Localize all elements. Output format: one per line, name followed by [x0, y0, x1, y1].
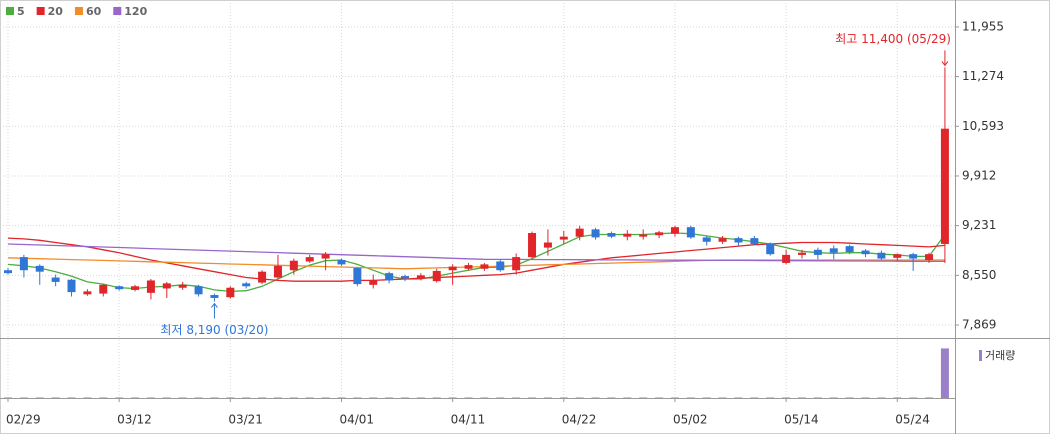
legend-label: 20	[48, 5, 64, 18]
candle-body	[766, 243, 775, 255]
x-tick-label: 05/24	[895, 413, 930, 427]
candle-body	[496, 261, 505, 271]
candle-body	[385, 273, 394, 281]
candle-body	[464, 265, 473, 269]
legend-swatch	[113, 7, 122, 15]
y-tick-label: 9,912	[962, 168, 996, 182]
candle-body	[909, 254, 918, 259]
candle-body	[686, 227, 695, 238]
candle-body	[67, 279, 76, 293]
candle-body	[702, 237, 711, 242]
candle-body	[432, 270, 441, 282]
x-tick-label: 03/12	[117, 413, 152, 427]
y-tick-label: 11,274	[962, 69, 1004, 83]
candle-body	[528, 233, 537, 258]
candle-body	[750, 238, 759, 244]
candle-body	[321, 254, 330, 259]
candle-body	[210, 295, 219, 298]
x-tick-label: 02/29	[6, 413, 41, 427]
candle-body	[861, 250, 870, 255]
candle-body	[925, 254, 934, 261]
candle-body	[99, 284, 108, 294]
candle-body	[162, 283, 171, 289]
x-tick-label: 05/02	[673, 413, 708, 427]
candle-body	[448, 266, 457, 271]
candle-body	[559, 236, 568, 240]
low-arrow	[211, 302, 218, 319]
candle-body	[512, 257, 521, 271]
candle-body	[734, 238, 743, 243]
candle-body	[178, 284, 187, 288]
candle-body	[845, 246, 854, 252]
volume-label: 거래량	[985, 349, 1015, 362]
candle-body	[115, 286, 124, 290]
candle-body	[226, 287, 235, 298]
high-arrow	[941, 50, 949, 67]
candle-body	[575, 228, 584, 237]
candle-body	[543, 242, 552, 248]
candle-body	[813, 249, 822, 255]
candle-body	[35, 265, 44, 272]
candle-body	[4, 270, 12, 274]
candle-body	[337, 260, 346, 265]
x-tick-label: 03/21	[228, 413, 263, 427]
low-annotation: 최저 8,190 (03/20)	[160, 323, 268, 337]
candle-body	[353, 268, 362, 285]
legend-label: 60	[86, 5, 102, 18]
x-tick-label: 04/11	[451, 413, 486, 427]
candle-body	[416, 275, 425, 279]
candle-body	[131, 286, 140, 290]
candle-body	[146, 280, 155, 293]
candle-body	[194, 286, 203, 295]
legend-swatch	[36, 7, 45, 15]
candle-body	[798, 252, 806, 255]
y-tick-label: 10,593	[962, 119, 1004, 133]
candle-body	[607, 233, 616, 237]
volume-legend-swatch	[979, 350, 982, 361]
legend-swatch	[6, 7, 14, 15]
y-tick-label: 8,550	[962, 268, 996, 282]
candle-body	[591, 229, 600, 238]
candle-body	[718, 238, 727, 242]
candle-body	[305, 257, 314, 262]
legend-label: 120	[124, 5, 147, 18]
candle-body	[289, 260, 298, 271]
candle-body	[893, 254, 902, 258]
x-tick-label: 05/14	[784, 413, 819, 427]
candle-body	[623, 233, 632, 237]
candle-body	[273, 265, 282, 278]
candle-body	[480, 264, 489, 269]
candle-body	[782, 254, 791, 263]
candle-body	[877, 252, 886, 259]
high-annotation: 최고 11,400 (05/29)	[835, 32, 951, 46]
candle-body	[242, 283, 251, 287]
legend-swatch	[74, 7, 83, 15]
candle-body	[83, 291, 92, 295]
candle-body	[369, 280, 378, 285]
candle-body	[829, 248, 838, 253]
candle-body	[655, 232, 664, 236]
y-tick-label: 7,869	[962, 318, 996, 332]
legend-label: 5	[17, 5, 25, 18]
candle-body	[401, 276, 409, 279]
x-tick-label: 04/22	[562, 413, 597, 427]
volume-bar	[940, 348, 949, 398]
candle-body	[940, 128, 949, 244]
candle-body	[639, 234, 648, 237]
y-tick-label: 9,231	[962, 218, 996, 232]
candle-body	[670, 227, 679, 234]
candle-body	[19, 257, 28, 271]
candle-body	[51, 277, 60, 282]
candle-body	[258, 271, 267, 283]
x-tick-label: 04/01	[339, 413, 374, 427]
y-tick-label: 11,955	[962, 19, 1004, 33]
